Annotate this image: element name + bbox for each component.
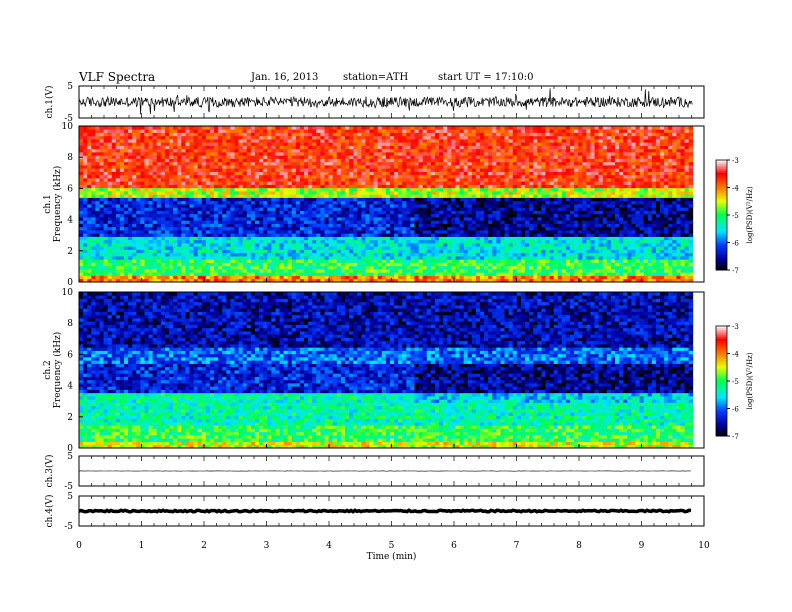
x-tick-label: 4 (326, 541, 332, 551)
ch1-spectrogram-cells (79, 126, 694, 283)
ch2-spectrogram-cells (79, 292, 694, 449)
ch1-spectrogram-ytick-label: 8 (67, 153, 73, 163)
ch1-spectrogram-ytick-label: 10 (62, 122, 74, 132)
ch2-spectrogram-ytick-label: 0 (67, 444, 73, 454)
ch1-spectrogram-ytick-label: 4 (67, 216, 73, 226)
ch1-waveform-ytick-label: -5 (64, 114, 73, 124)
ch4-waveform-ytick-label: -5 (64, 522, 73, 532)
ch1-spectrogram-colorbar-tick-label: -7 (732, 267, 739, 275)
ch4-waveform-ytick-label: 5 (67, 492, 73, 502)
ch2-spectrogram-ytick-label: 4 (67, 382, 73, 392)
ch2-spectrogram-colorbar-label: log(PSD)(V²/Hz) (746, 352, 754, 409)
ch2-spectrogram-ytick-label: 2 (67, 413, 73, 423)
ch3-waveform-ytick-label: -5 (64, 482, 73, 492)
x-tick-label: 7 (514, 541, 520, 551)
ch1-spectrogram-ytick-label: 0 (67, 278, 73, 288)
x-tick-label: 6 (451, 541, 457, 551)
x-axis-label: Time (min) (367, 551, 417, 562)
ch1-waveform-trace (78, 88, 693, 115)
x-tick-label: 9 (639, 541, 645, 551)
ch1-spectrogram-colorbar-tick-label: -3 (732, 157, 739, 165)
x-tick-label: 3 (264, 541, 270, 551)
ch2-spectrogram-ylabel-freq: Frequency (kHz) (52, 332, 63, 409)
ch2-spectrogram-colorbar-tick-label: -5 (732, 378, 739, 386)
date-label: Jan. 16, 2013 (251, 72, 319, 83)
ch3-waveform-ytick-label: 5 (67, 452, 73, 462)
ch1-spectrogram-colorbar (716, 160, 727, 271)
ch2-spectrogram-ytick-label: 10 (62, 288, 74, 298)
x-tick-label: 10 (698, 541, 710, 551)
x-tick-label: 2 (201, 541, 207, 551)
ch1-spectrogram-ylabel: ch.1 (43, 194, 53, 213)
ch1-spectrogram-colorbar-label: log(PSD)(V²/Hz) (746, 186, 754, 243)
ch1-spectrogram-ylabel-freq: Frequency (kHz) (52, 166, 63, 243)
figure-title: VLF Spectra (79, 70, 156, 84)
ch1-spectrogram-colorbar-tick-label: -6 (732, 240, 739, 248)
ch2-spectrogram-colorbar-tick-label: -7 (732, 433, 739, 441)
station-label: station=ATH (343, 72, 409, 83)
ch1-waveform-ytick-label: 5 (67, 82, 73, 92)
ch2-spectrogram-colorbar (716, 326, 727, 437)
ch1-waveform-ylabel: ch.1(V) (44, 86, 55, 119)
x-tick-label: 5 (389, 541, 395, 551)
ch2-spectrogram-ylabel: ch.2 (43, 360, 53, 379)
ch1-spectrogram-colorbar-tick-label: -5 (732, 212, 739, 220)
ch1-spectrogram-colorbar-tick-label: -4 (732, 185, 739, 193)
ch4-waveform-trace (78, 508, 692, 514)
x-tick-label: 8 (576, 541, 582, 551)
x-tick-label: 0 (76, 541, 82, 551)
ch2-spectrogram-colorbar-tick-label: -6 (732, 406, 739, 414)
ch2-spectrogram-colorbar-tick-label: -3 (732, 323, 739, 331)
start-time-label: start UT = 17:10:0 (438, 72, 534, 83)
ch2-spectrogram-colorbar-tick-label: -4 (732, 351, 739, 359)
ch1-spectrogram-ytick-label: 6 (67, 184, 73, 194)
ch2-spectrogram-ytick-label: 8 (67, 319, 73, 329)
ch2-spectrogram-ytick-label: 6 (67, 350, 73, 360)
x-tick-label: 1 (139, 541, 145, 551)
ch4-waveform-ylabel: ch.4(V) (44, 495, 55, 528)
ch3-waveform-ylabel: ch.3(V) (44, 455, 55, 488)
ch1-spectrogram-ytick-label: 2 (67, 247, 73, 257)
